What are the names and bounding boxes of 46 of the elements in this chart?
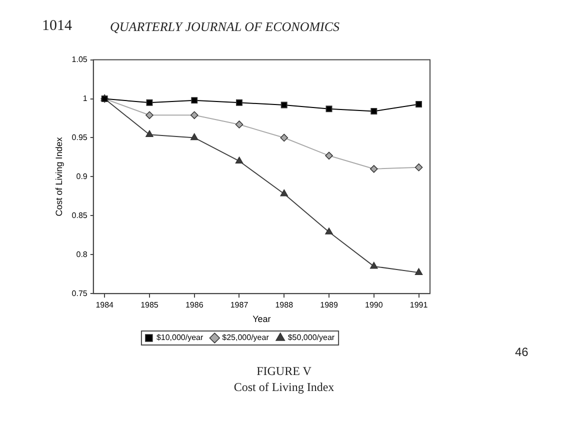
point (370, 262, 378, 269)
x-tick-label: 1989 (320, 300, 338, 310)
text: 1014 (42, 18, 72, 35)
y-axis-title: Cost of Living Index (54, 136, 64, 216)
point (146, 99, 153, 106)
y-tick-label: 1.05 (72, 55, 88, 64)
point (191, 97, 198, 104)
point (414, 268, 423, 275)
y-tick-label: 0.9 (76, 172, 88, 181)
legend-label: $10,000/year (156, 333, 204, 342)
x-tick-label: 1991 (410, 300, 428, 310)
y-tick-label: 0.95 (72, 132, 88, 142)
point (280, 102, 288, 108)
x-tick-label: 1987 (230, 300, 249, 310)
point (235, 156, 244, 164)
text: 46 (515, 345, 528, 359)
y-tick-label: 1 (82, 94, 88, 103)
text: QUARTERLY JOURNAL OF ECONOMICS (110, 19, 340, 35)
point (146, 130, 154, 138)
point (326, 106, 332, 112)
y-tick-label: 0.85 (72, 210, 88, 220)
text: FIGURE V (256, 364, 312, 379)
x-axis-title: Year (252, 314, 271, 324)
point (236, 99, 242, 106)
x-tick-label: 1984 (96, 300, 114, 310)
point (414, 163, 423, 172)
x-tick-label: 1985 (140, 300, 159, 310)
point (416, 100, 422, 108)
x-tick-label: 1988 (275, 300, 294, 310)
x-tick-label: 1990 (364, 300, 384, 310)
point (146, 111, 154, 120)
x-tick-label: 1986 (185, 300, 204, 310)
text: Cost of Living Index (232, 380, 336, 395)
point (370, 165, 378, 173)
point (280, 134, 288, 142)
point (235, 120, 244, 128)
y-tick-label: 0.75 (72, 288, 88, 298)
point (280, 189, 288, 196)
y-tick-label: 0.8 (76, 250, 88, 259)
legend-label: $50,000/year (288, 333, 335, 342)
point (325, 228, 333, 234)
point (370, 108, 378, 114)
legend-label: $25,000/year (222, 333, 270, 342)
point (190, 133, 198, 140)
point (190, 111, 198, 120)
point (325, 152, 333, 160)
